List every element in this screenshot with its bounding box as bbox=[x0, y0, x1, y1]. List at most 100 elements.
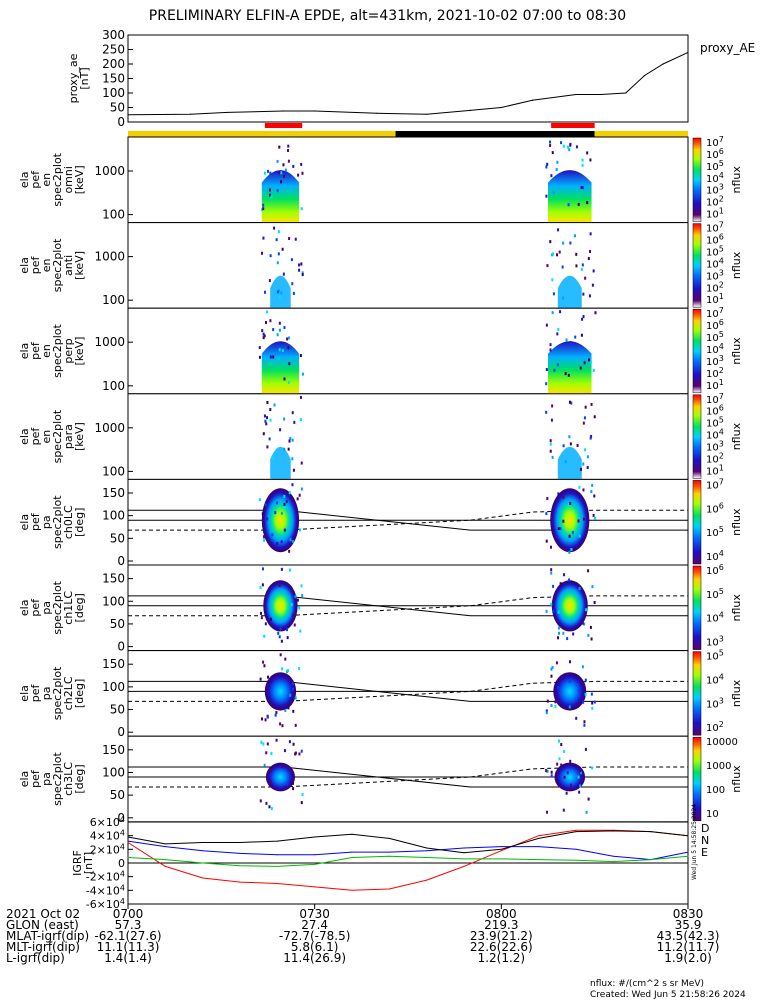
colorbar-tick-label: 105 bbox=[706, 159, 724, 173]
speckle bbox=[581, 163, 584, 167]
speckle bbox=[557, 526, 560, 530]
igrf-side-text: Wed Jun 5 14:58:25 2024 bbox=[691, 804, 698, 880]
igrf-point bbox=[127, 842, 129, 843]
igrf-point bbox=[463, 847, 465, 849]
speckle bbox=[294, 751, 297, 755]
speckle bbox=[578, 534, 581, 538]
igrf-ytick-label: -4×104 bbox=[86, 883, 125, 897]
speckle bbox=[592, 368, 595, 372]
speckle bbox=[556, 160, 559, 164]
speckle bbox=[570, 547, 573, 551]
ae-ytick-label: 300 bbox=[102, 28, 125, 42]
state-bar bbox=[128, 123, 688, 137]
speckle bbox=[300, 487, 303, 491]
speckle bbox=[589, 232, 592, 236]
ae-point bbox=[600, 93, 602, 96]
speckle bbox=[588, 358, 591, 362]
colorbar-tick-label: 101 bbox=[706, 207, 724, 221]
colorbar-tick-label: 105 bbox=[706, 649, 724, 663]
speckle bbox=[549, 439, 552, 443]
state-segment bbox=[395, 131, 595, 137]
speckle bbox=[583, 361, 586, 365]
panel-ylabel-line-5: [keV] bbox=[73, 422, 86, 451]
speckle bbox=[550, 174, 553, 178]
speckle bbox=[258, 355, 261, 359]
speckle bbox=[262, 203, 265, 207]
speckle bbox=[570, 401, 573, 405]
panel-ylabel-line-1: pef bbox=[29, 598, 42, 617]
speckle bbox=[300, 162, 303, 166]
igrf-point bbox=[538, 835, 540, 837]
panel-ylabel-line-2: pa bbox=[40, 515, 53, 529]
panel-ylabel-line-4: ch3LC bbox=[62, 762, 75, 796]
panel-frame bbox=[127, 650, 689, 737]
speckle bbox=[546, 264, 549, 268]
speckle bbox=[292, 613, 295, 617]
speckle bbox=[546, 699, 549, 703]
speckle bbox=[272, 328, 275, 332]
igrf-point bbox=[276, 854, 278, 856]
colorbar-tick-label: 104 bbox=[706, 549, 724, 563]
speckle bbox=[299, 354, 302, 358]
spectrogram-blob bbox=[261, 226, 304, 309]
energy-flux-blob bbox=[270, 446, 291, 480]
panel-ylabel-line-4: para bbox=[62, 424, 75, 449]
speckle bbox=[550, 602, 553, 606]
colorbar-tick-label: 103 bbox=[706, 268, 724, 282]
panel-ylabel-line-4: anti bbox=[62, 255, 75, 276]
speckle bbox=[283, 417, 286, 421]
speckle bbox=[273, 403, 276, 407]
speckle bbox=[279, 653, 282, 657]
speckle bbox=[262, 567, 265, 571]
speckle bbox=[574, 234, 577, 238]
igrf-point bbox=[127, 840, 129, 842]
speckle bbox=[276, 159, 279, 163]
speckle bbox=[291, 411, 294, 415]
speckle bbox=[577, 519, 580, 523]
speckle bbox=[583, 517, 586, 521]
igrf-point bbox=[164, 865, 166, 867]
speckle bbox=[263, 334, 266, 338]
panel-ylabel-line-3: spec2plot bbox=[51, 324, 64, 378]
speckle bbox=[291, 539, 294, 543]
ae-frame bbox=[127, 34, 689, 123]
speckle bbox=[579, 784, 582, 788]
speckle bbox=[591, 701, 594, 705]
speckle bbox=[585, 810, 588, 814]
speckle bbox=[262, 207, 265, 211]
speckle bbox=[294, 696, 297, 700]
igrf-point bbox=[426, 879, 428, 881]
speckle bbox=[274, 713, 277, 717]
speckle bbox=[282, 272, 285, 276]
ae-point bbox=[500, 106, 502, 109]
speckle bbox=[563, 750, 566, 754]
speckle bbox=[584, 747, 587, 751]
igrf-point bbox=[575, 829, 577, 831]
speckle bbox=[282, 163, 285, 167]
speckle bbox=[292, 291, 295, 295]
igrf-point bbox=[426, 847, 428, 849]
speckle bbox=[278, 145, 281, 149]
panel-ylabel-line-2: en bbox=[40, 259, 53, 273]
speckle bbox=[551, 278, 554, 282]
speckle bbox=[293, 623, 296, 627]
igrf-point bbox=[388, 888, 390, 890]
speckle bbox=[566, 771, 569, 775]
igrf-point bbox=[650, 831, 652, 833]
row-3-value-3: 11.2(11.7) bbox=[657, 940, 720, 954]
created-note: Created: Wed Jun 5 21:58:26 2024 bbox=[590, 990, 746, 1000]
speckle bbox=[269, 418, 272, 422]
row-0-value-3: 0830 bbox=[673, 907, 704, 921]
igrf-legend-D: D bbox=[701, 822, 709, 835]
speckle bbox=[272, 456, 275, 460]
ae-ylabel-line-1: [nT] bbox=[78, 67, 91, 89]
spectrogram-blob bbox=[546, 228, 595, 309]
speckle bbox=[557, 636, 560, 640]
panel-ylabel-line-0: ela bbox=[18, 428, 31, 445]
panel-frame bbox=[127, 393, 689, 480]
igrf-point bbox=[164, 846, 166, 848]
igrf-point bbox=[351, 851, 353, 853]
speckle bbox=[262, 332, 265, 336]
speckle bbox=[586, 455, 589, 459]
